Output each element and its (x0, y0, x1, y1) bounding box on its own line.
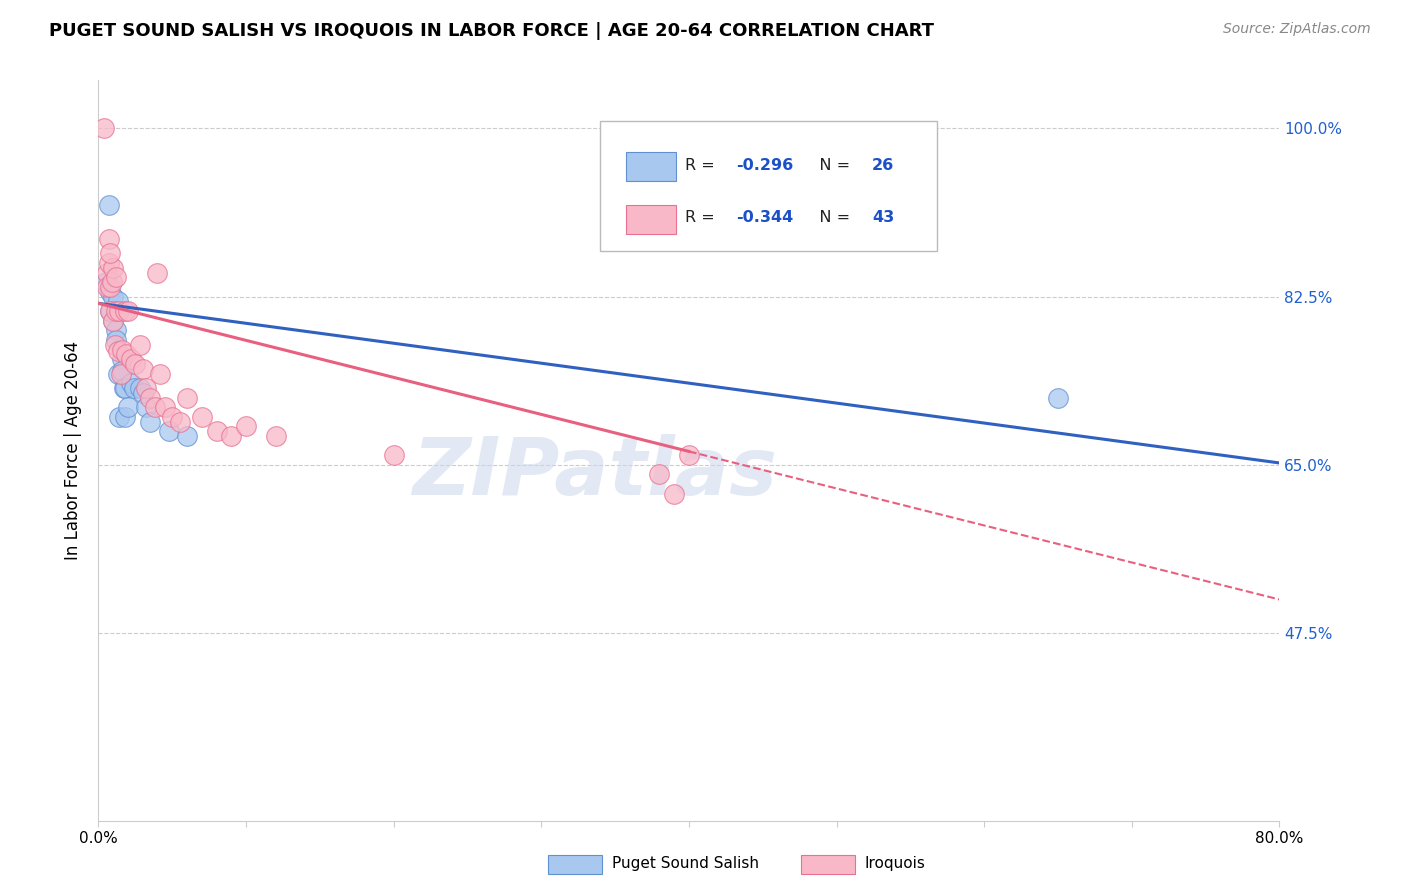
Point (103, 313, 125, 327)
Point (139, 391, 162, 405)
Point (108, 304, 131, 318)
Point (162, 409, 183, 424)
Point (105, 333, 128, 347)
Point (169, 415, 191, 429)
Text: -0.296: -0.296 (737, 158, 793, 173)
Text: R =: R = (685, 158, 720, 173)
Point (146, 266, 169, 280)
Point (114, 381, 136, 395)
Point (103, 313, 125, 327)
FancyBboxPatch shape (626, 204, 676, 235)
Text: 26: 26 (872, 158, 894, 173)
Point (128, 337, 150, 351)
Point (108, 409, 131, 424)
Point (103, 290, 125, 304)
Point (382, 448, 405, 462)
Text: Iroquois: Iroquois (865, 856, 925, 871)
Point (98, 304, 121, 318)
Point (94, 275, 117, 289)
Point (132, 385, 155, 400)
Point (114, 304, 136, 318)
FancyBboxPatch shape (600, 121, 936, 251)
Text: Puget Sound Salish: Puget Sound Salish (612, 856, 759, 871)
Point (97, 256, 120, 270)
Text: R =: R = (685, 211, 720, 226)
Point (114, 409, 136, 424)
Point (135, 400, 157, 414)
Point (678, 448, 700, 462)
Text: Source: ZipAtlas.com: Source: ZipAtlas.com (1223, 22, 1371, 37)
Point (149, 367, 172, 381)
Point (157, 424, 180, 438)
Point (115, 347, 138, 361)
Point (97, 198, 120, 212)
Point (98, 285, 121, 299)
Point (96, 280, 118, 294)
Point (107, 367, 129, 381)
Text: N =: N = (803, 158, 855, 173)
Point (105, 304, 128, 318)
Point (107, 294, 129, 309)
Point (110, 367, 132, 381)
Point (98, 304, 121, 318)
Point (111, 343, 134, 357)
Point (117, 400, 139, 414)
Point (205, 424, 228, 438)
FancyBboxPatch shape (626, 152, 676, 181)
Point (221, 429, 243, 443)
Point (107, 344, 129, 359)
Point (105, 323, 128, 337)
Text: N =: N = (803, 211, 855, 226)
Point (98, 246, 121, 260)
Point (264, 429, 287, 443)
Point (128, 381, 150, 395)
Point (93, 121, 115, 136)
Point (176, 429, 198, 443)
Text: -0.344: -0.344 (737, 211, 793, 226)
Point (98, 280, 121, 294)
Point (176, 391, 198, 405)
Y-axis label: In Labor Force | Age 20-64: In Labor Force | Age 20-64 (63, 341, 82, 560)
Text: 43: 43 (872, 211, 894, 226)
Point (111, 364, 134, 378)
Point (105, 270, 128, 285)
Point (112, 381, 135, 395)
Point (104, 337, 127, 351)
Point (96, 266, 118, 280)
Point (124, 357, 146, 371)
Point (648, 467, 671, 482)
Point (100, 275, 122, 289)
Point (122, 381, 145, 395)
Point (143, 400, 166, 414)
Point (135, 381, 157, 395)
Point (235, 419, 257, 434)
Point (132, 361, 155, 376)
Point (103, 260, 125, 275)
Point (139, 415, 162, 429)
Text: PUGET SOUND SALISH VS IROQUOIS IN LABOR FORCE | AGE 20-64 CORRELATION CHART: PUGET SOUND SALISH VS IROQUOIS IN LABOR … (49, 22, 934, 40)
Point (664, 487, 686, 501)
Point (1046, 391, 1070, 405)
Point (111, 352, 134, 367)
Point (120, 376, 142, 391)
Point (191, 409, 214, 424)
Point (97, 232, 120, 246)
Point (153, 400, 176, 414)
Point (117, 304, 139, 318)
Text: ZIPatlas: ZIPatlas (412, 434, 778, 512)
Point (120, 352, 142, 367)
